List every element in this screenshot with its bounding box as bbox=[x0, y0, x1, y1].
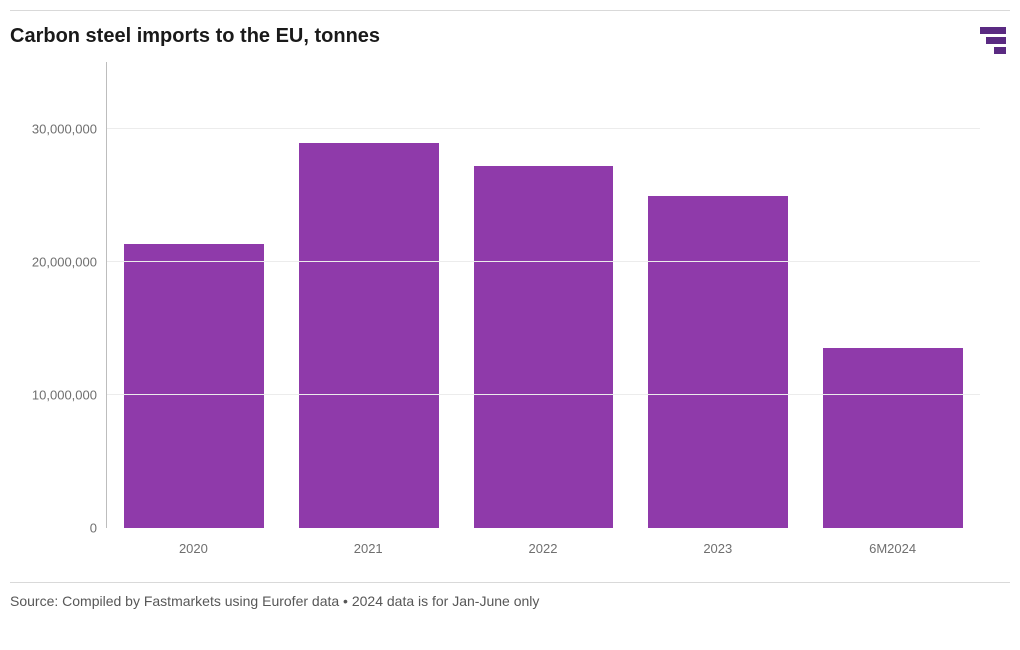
y-tick-label: 0 bbox=[90, 521, 97, 536]
gridline bbox=[107, 394, 980, 395]
bar-slot bbox=[107, 62, 282, 528]
header-row: Carbon steel imports to the EU, tonnes bbox=[10, 25, 1010, 62]
gridline bbox=[107, 261, 980, 262]
bar-slot bbox=[805, 62, 980, 528]
x-axis-labels: 20202021202220236M2024 bbox=[106, 541, 980, 556]
top-divider bbox=[10, 10, 1010, 11]
chart-area: 010,000,00020,000,00030,000,000 20202021… bbox=[10, 62, 1010, 582]
x-tick-label: 2022 bbox=[456, 541, 631, 556]
bar bbox=[823, 348, 963, 528]
logo-bar bbox=[980, 27, 1006, 34]
plot-region: 010,000,00020,000,00030,000,000 bbox=[106, 62, 980, 528]
chart-container: Carbon steel imports to the EU, tonnes 0… bbox=[0, 0, 1020, 650]
y-tick-label: 30,000,000 bbox=[32, 121, 97, 136]
bar-slot bbox=[282, 62, 457, 528]
bar bbox=[474, 166, 614, 528]
gridline bbox=[107, 128, 980, 129]
y-tick-label: 10,000,000 bbox=[32, 387, 97, 402]
bar-slot bbox=[456, 62, 631, 528]
bar-slot bbox=[631, 62, 806, 528]
bar bbox=[648, 196, 788, 528]
x-tick-label: 2021 bbox=[281, 541, 456, 556]
x-tick-label: 6M2024 bbox=[805, 541, 980, 556]
bars-layer bbox=[107, 62, 980, 528]
logo-bar bbox=[986, 37, 1006, 44]
y-tick-label: 20,000,000 bbox=[32, 254, 97, 269]
bar bbox=[299, 143, 439, 528]
fastmarkets-logo-icon bbox=[980, 27, 1006, 54]
x-tick-label: 2023 bbox=[630, 541, 805, 556]
chart-title: Carbon steel imports to the EU, tonnes bbox=[10, 25, 380, 48]
x-tick-label: 2020 bbox=[106, 541, 281, 556]
bar bbox=[124, 244, 264, 528]
logo-bar bbox=[994, 47, 1006, 54]
source-line: Source: Compiled by Fastmarkets using Eu… bbox=[10, 583, 1010, 609]
